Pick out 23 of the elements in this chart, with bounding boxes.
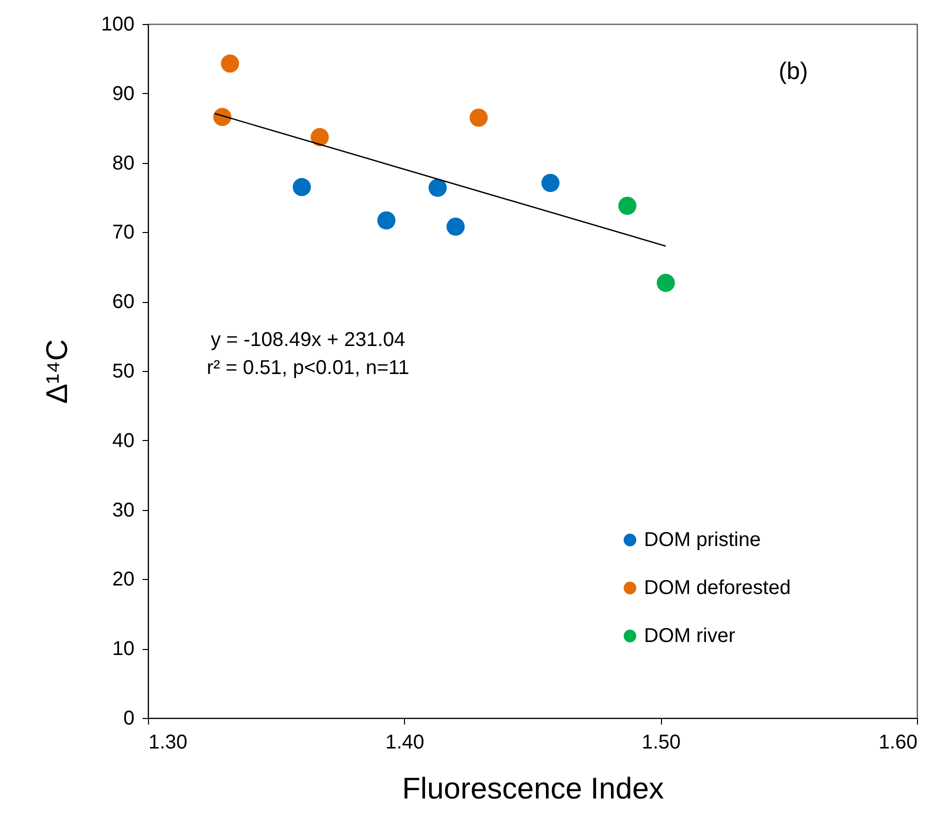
y-tick-label: 60 [112, 291, 134, 314]
legend-label: DOM pristine [644, 529, 761, 551]
x-tick-label: 1.40 [385, 732, 424, 754]
legend-label: DOM river [644, 625, 736, 647]
y-tick-label: 50 [112, 360, 134, 382]
x-tick-label: 1.60 [878, 732, 918, 754]
y-tick-label: 20 [112, 568, 134, 591]
y-tick-label: 70 [112, 222, 134, 244]
y-tick-label: 100 [101, 14, 134, 36]
y-tick-label: 40 [112, 430, 134, 452]
y-tick-label: 80 [112, 152, 134, 174]
y-axis-title: Δ¹⁴C [41, 339, 74, 404]
annotation: r² = 0.51, p<0.01, n=11 [206, 357, 410, 379]
y-tick-label: 0 [123, 708, 134, 730]
y-tick-label: 90 [112, 82, 134, 105]
annotation: y = -108.49x + 231.04 [210, 329, 406, 351]
annotation: (b) [778, 58, 808, 85]
y-tick-label: 30 [112, 499, 134, 522]
legend-label: DOM deforested [644, 577, 791, 599]
x-tick-label: 1.50 [642, 732, 681, 754]
x-axis-title: Fluorescence Index [402, 772, 664, 806]
y-tick-label: 10 [112, 638, 134, 660]
x-tick-label: 1.30 [148, 732, 188, 754]
